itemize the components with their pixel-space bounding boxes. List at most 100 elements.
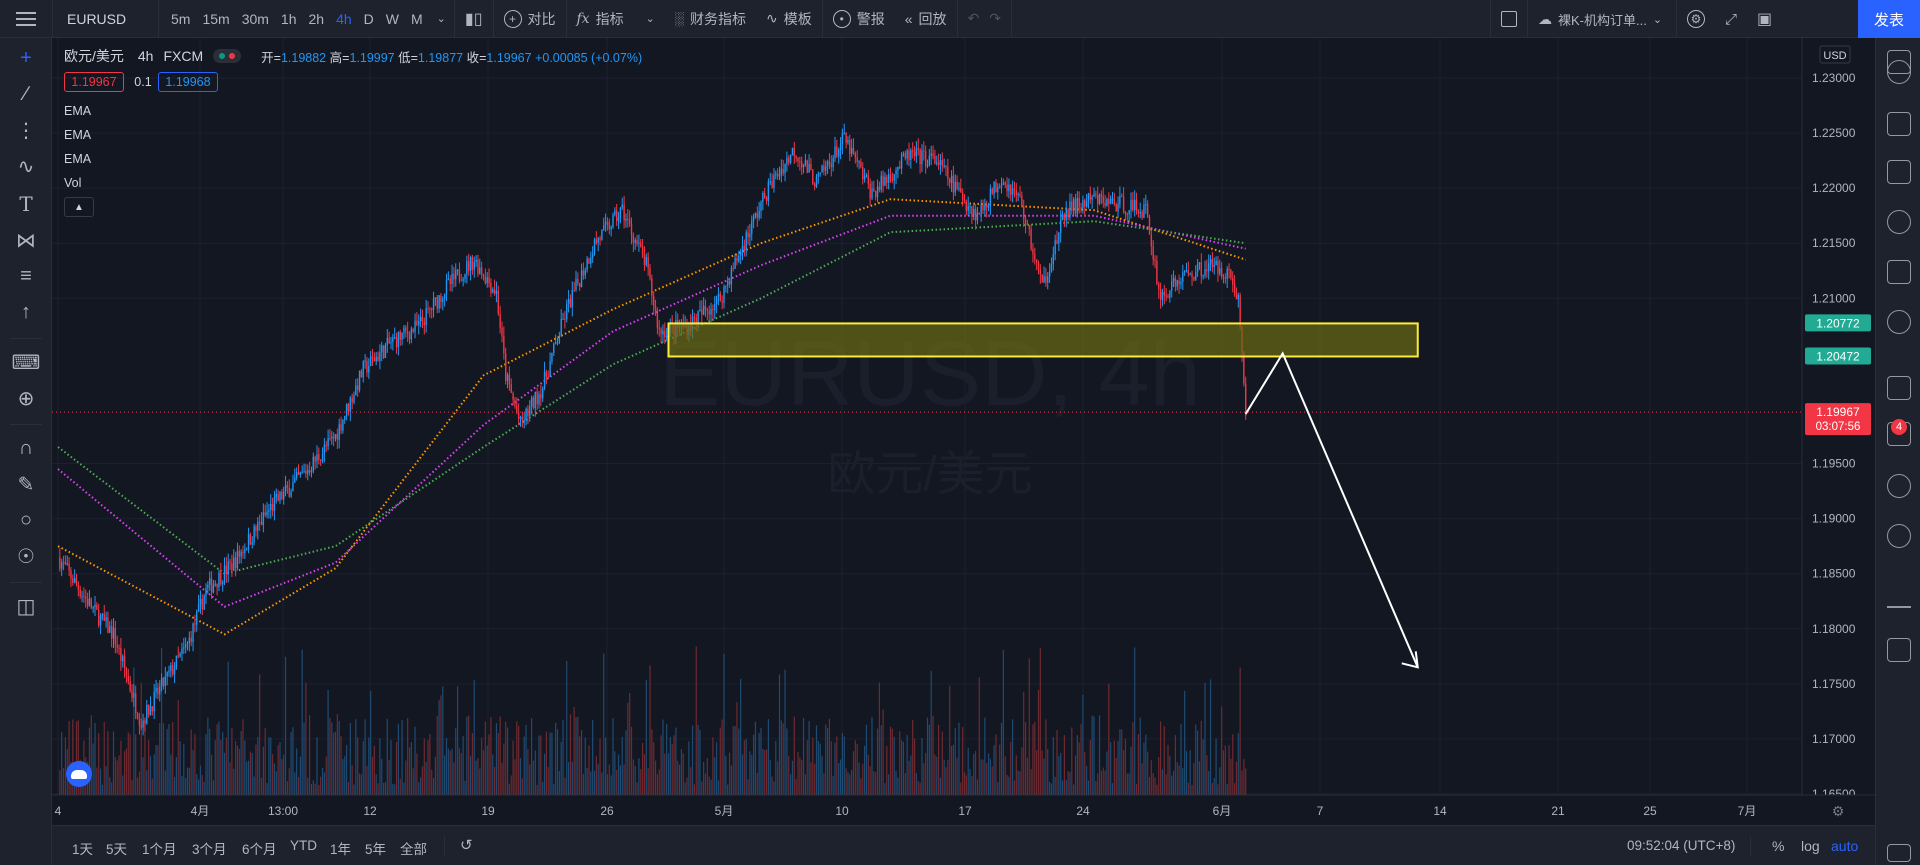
range-button[interactable]: 5天 bbox=[106, 842, 128, 857]
range-button[interactable]: 1年 bbox=[330, 842, 352, 857]
pattern-icon[interactable]: ∿ bbox=[17, 155, 35, 178]
interval-w[interactable]: W bbox=[385, 10, 399, 27]
compare-button[interactable]: + 对比 bbox=[494, 0, 566, 38]
drawings[interactable] bbox=[52, 322, 1802, 669]
candle-body bbox=[194, 623, 196, 625]
menu-button[interactable] bbox=[0, 0, 52, 38]
interval-15m[interactable]: 15m bbox=[202, 10, 230, 27]
symbol-search[interactable]: EURUSD bbox=[67, 10, 127, 27]
interval-30m[interactable]: 30m bbox=[241, 10, 269, 27]
xabcd-icon[interactable]: ⋈ bbox=[16, 229, 36, 252]
candle-body bbox=[499, 313, 501, 328]
fullscreen-button[interactable]: ⤢ bbox=[1715, 0, 1747, 38]
date-range-icon[interactable]: ↺ bbox=[460, 837, 473, 854]
candle-body bbox=[712, 308, 714, 311]
chat-icon[interactable] bbox=[1887, 376, 1911, 400]
pitchfork-icon[interactable]: ⋮ bbox=[16, 119, 36, 142]
indicator-label[interactable]: EMA bbox=[64, 128, 92, 142]
hotlist-icon[interactable] bbox=[1887, 210, 1911, 234]
publish-button[interactable]: 发表 bbox=[1858, 0, 1920, 38]
volume-bar bbox=[401, 720, 403, 795]
candle-body bbox=[788, 157, 790, 163]
settings-button[interactable]: ⚙ bbox=[1677, 0, 1715, 38]
log-toggle[interactable]: log bbox=[1801, 838, 1820, 854]
interval-5m[interactable]: 5m bbox=[171, 10, 191, 27]
trend-line-icon[interactable]: ∕ bbox=[24, 82, 28, 105]
trading-icon[interactable] bbox=[1887, 584, 1911, 608]
stay-drawing-icon[interactable]: ✎ bbox=[17, 473, 35, 496]
bell-icon[interactable] bbox=[1887, 524, 1911, 548]
range-button[interactable]: YTD bbox=[290, 838, 317, 853]
volume-bar bbox=[680, 749, 683, 795]
axis-settings-icon[interactable]: ⚙ bbox=[1832, 804, 1845, 820]
text-icon[interactable]: T bbox=[19, 192, 33, 216]
undo-icon: ↶ bbox=[967, 10, 980, 26]
data-window-icon[interactable] bbox=[1887, 112, 1911, 136]
price-axis[interactable]: USD 1.23000 1.22500 1.22000 1.21500 1.21000 1.… bbox=[1801, 38, 1875, 801]
indicator-label[interactable]: EMA bbox=[64, 104, 92, 118]
lightbulb-icon[interactable] bbox=[1887, 474, 1911, 498]
range-button[interactable]: 全部 bbox=[400, 842, 427, 857]
volume-bar bbox=[370, 690, 372, 795]
arrow-icon[interactable]: ↑ bbox=[21, 300, 31, 323]
fib-icon[interactable]: ≡ bbox=[20, 264, 32, 287]
layout-select-button[interactable] bbox=[1491, 0, 1527, 38]
eye-icon[interactable]: ☉ bbox=[17, 545, 35, 568]
volume-bar bbox=[938, 724, 940, 795]
chart-type-button[interactable]: ▮▯ bbox=[455, 0, 493, 38]
alert-button[interactable]: • 警报 bbox=[823, 0, 895, 38]
volume-bar bbox=[503, 743, 505, 795]
interval-d[interactable]: D bbox=[363, 10, 374, 27]
chevron-down-icon[interactable]: ⌄ bbox=[436, 13, 446, 25]
buy-price-box[interactable]: 1.19968 bbox=[158, 72, 218, 92]
range-button[interactable]: 3个月 bbox=[192, 842, 227, 857]
financials-button[interactable]: ░ 财务指标 bbox=[665, 0, 756, 38]
interval-4h[interactable]: 4h bbox=[336, 10, 352, 27]
collapse-legend-button[interactable]: ▲ bbox=[64, 197, 94, 217]
candle-body bbox=[636, 239, 638, 244]
trash-icon[interactable]: ◫ bbox=[16, 595, 36, 618]
interval-2h[interactable]: 2h bbox=[308, 10, 325, 27]
zoom-icon[interactable]: ⊕ bbox=[17, 387, 35, 410]
logo-icon[interactable] bbox=[66, 761, 92, 787]
alarm-clock-icon[interactable] bbox=[1887, 60, 1911, 84]
replay-button[interactable]: « 回放 bbox=[895, 0, 957, 38]
crosshair-icon[interactable]: + bbox=[20, 46, 32, 69]
help-icon[interactable] bbox=[1887, 844, 1911, 862]
indicator-label[interactable]: EMA bbox=[64, 152, 92, 166]
lock-icon[interactable]: ○ bbox=[19, 508, 33, 531]
ideas-icon[interactable] bbox=[1887, 310, 1911, 334]
news-icon[interactable] bbox=[1887, 160, 1911, 184]
indicator-label[interactable]: Vol bbox=[64, 176, 82, 190]
ruler-icon[interactable]: ⌨ bbox=[11, 351, 41, 374]
interval-1h[interactable]: 1h bbox=[280, 10, 297, 27]
snapshot-button[interactable]: ▣ bbox=[1747, 0, 1782, 38]
magnet-icon[interactable]: ∩ bbox=[18, 436, 34, 459]
volume-bar bbox=[266, 783, 268, 795]
dom-icon[interactable] bbox=[1887, 638, 1911, 662]
gear-icon: ⚙ bbox=[1687, 10, 1705, 28]
undo-button[interactable]: ↶ bbox=[958, 0, 990, 38]
layout-name-button[interactable]: ☁ 裸K-机构订单... ⌄ bbox=[1528, 0, 1676, 38]
candle-body bbox=[373, 357, 376, 362]
clock[interactable]: 09:52:04 (UTC+8) bbox=[1627, 838, 1736, 853]
sell-price-box[interactable]: 1.19967 bbox=[64, 72, 124, 92]
candle-body bbox=[924, 151, 927, 167]
time-axis[interactable]: 4 4月 13:00 12 19 26 5月 10 17 24 6月 7 14 21 25 7月 ⚙ bbox=[52, 794, 1875, 825]
range-button[interactable]: 1天 bbox=[72, 842, 94, 857]
range-button[interactable]: 6个月 bbox=[242, 842, 277, 857]
percent-toggle[interactable]: % bbox=[1772, 838, 1785, 854]
interval-m[interactable]: M bbox=[411, 10, 423, 27]
indicators-button[interactable]: fx 指标 ⌄ bbox=[567, 0, 665, 38]
auto-toggle[interactable]: auto bbox=[1831, 838, 1859, 854]
range-button[interactable]: 5年 bbox=[365, 842, 387, 857]
calendar-icon[interactable] bbox=[1887, 260, 1911, 284]
redo-button[interactable]: ↷ bbox=[989, 0, 1011, 38]
candle-body bbox=[203, 596, 205, 610]
volume-bar bbox=[1017, 770, 1019, 795]
templates-button[interactable]: ∿ 模板 bbox=[756, 0, 822, 38]
legend-main-row[interactable]: 欧元/美元 4h FXCM 开=1.19882 高=1.19997 低=1.19… bbox=[64, 46, 642, 66]
volume-bar bbox=[199, 765, 202, 795]
range-button[interactable]: 1个月 bbox=[142, 842, 177, 857]
